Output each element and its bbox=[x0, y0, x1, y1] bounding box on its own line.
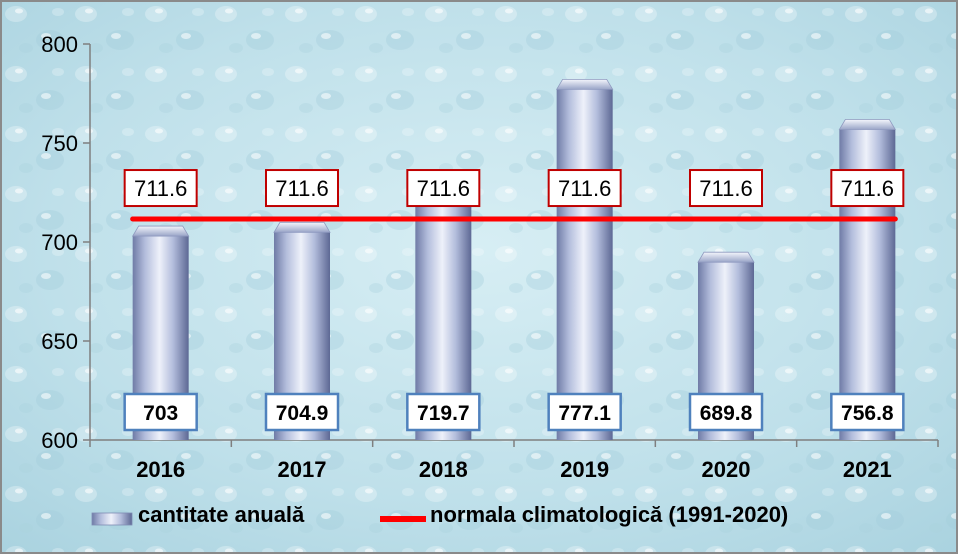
normal-label-box bbox=[265, 169, 339, 208]
bar-value-label: 703 bbox=[143, 402, 178, 425]
bar-value-label: 689.8 bbox=[700, 402, 753, 425]
bar-body bbox=[556, 89, 613, 440]
bar bbox=[838, 119, 897, 440]
x-tick-label: 2021 bbox=[843, 457, 892, 482]
x-tick-label: 2019 bbox=[560, 457, 609, 482]
bar-cap bbox=[555, 78, 614, 90]
bar-value-label: 704.9 bbox=[276, 402, 329, 425]
bar-value-box bbox=[688, 392, 764, 432]
y-tick-label: 750 bbox=[41, 131, 78, 156]
bar bbox=[555, 78, 614, 440]
bar-value-box bbox=[830, 392, 905, 432]
bar-value-box bbox=[406, 392, 481, 432]
bar-value-label: 777.1 bbox=[558, 402, 611, 425]
y-tick-label: 700 bbox=[41, 230, 78, 255]
legend: cantitate anuală normala climatologică (1… bbox=[91, 502, 788, 527]
bar-value-box bbox=[264, 392, 340, 432]
plot-area: 600 650 700 750 800 711.6 711.6 711.6 711.6 711.6… bbox=[41, 32, 939, 482]
bar-value-label: 756.8 bbox=[841, 402, 894, 425]
normal-label: 711.6 bbox=[275, 176, 328, 201]
x-tick-label: 2018 bbox=[419, 457, 468, 482]
bar-cap bbox=[131, 225, 190, 237]
normal-label-box bbox=[123, 169, 198, 208]
x-tick-label: 2016 bbox=[136, 457, 185, 482]
bar-cap bbox=[273, 221, 331, 233]
normal-label: 711.6 bbox=[134, 176, 187, 201]
legend-label-bars: cantitate anuală bbox=[138, 502, 305, 527]
y-tick-label: 800 bbox=[41, 32, 78, 57]
bar-cap bbox=[697, 251, 755, 263]
normal-label: 711.6 bbox=[417, 176, 470, 201]
bar-value-label: 719.7 bbox=[417, 402, 470, 425]
y-tick-label: 600 bbox=[41, 428, 78, 453]
normal-label: 711.6 bbox=[841, 176, 894, 201]
normal-label-box bbox=[689, 169, 763, 208]
legend-label-normal: normala climatologică (1991-2020) bbox=[430, 502, 788, 527]
bar-cap bbox=[838, 119, 897, 130]
y-tick-label: 650 bbox=[41, 329, 78, 354]
normal-label-box bbox=[547, 169, 622, 208]
normal-label-box bbox=[830, 169, 905, 208]
x-tick-label: 2020 bbox=[702, 457, 751, 482]
x-tick-label: 2017 bbox=[278, 457, 327, 482]
bar-value-box bbox=[547, 392, 622, 432]
bar-value-box bbox=[123, 392, 198, 432]
normal-label: 711.6 bbox=[558, 176, 611, 201]
normal-label: 711.6 bbox=[699, 176, 752, 201]
legend-bar-swatch bbox=[91, 512, 133, 526]
normal-label-box bbox=[406, 169, 481, 208]
